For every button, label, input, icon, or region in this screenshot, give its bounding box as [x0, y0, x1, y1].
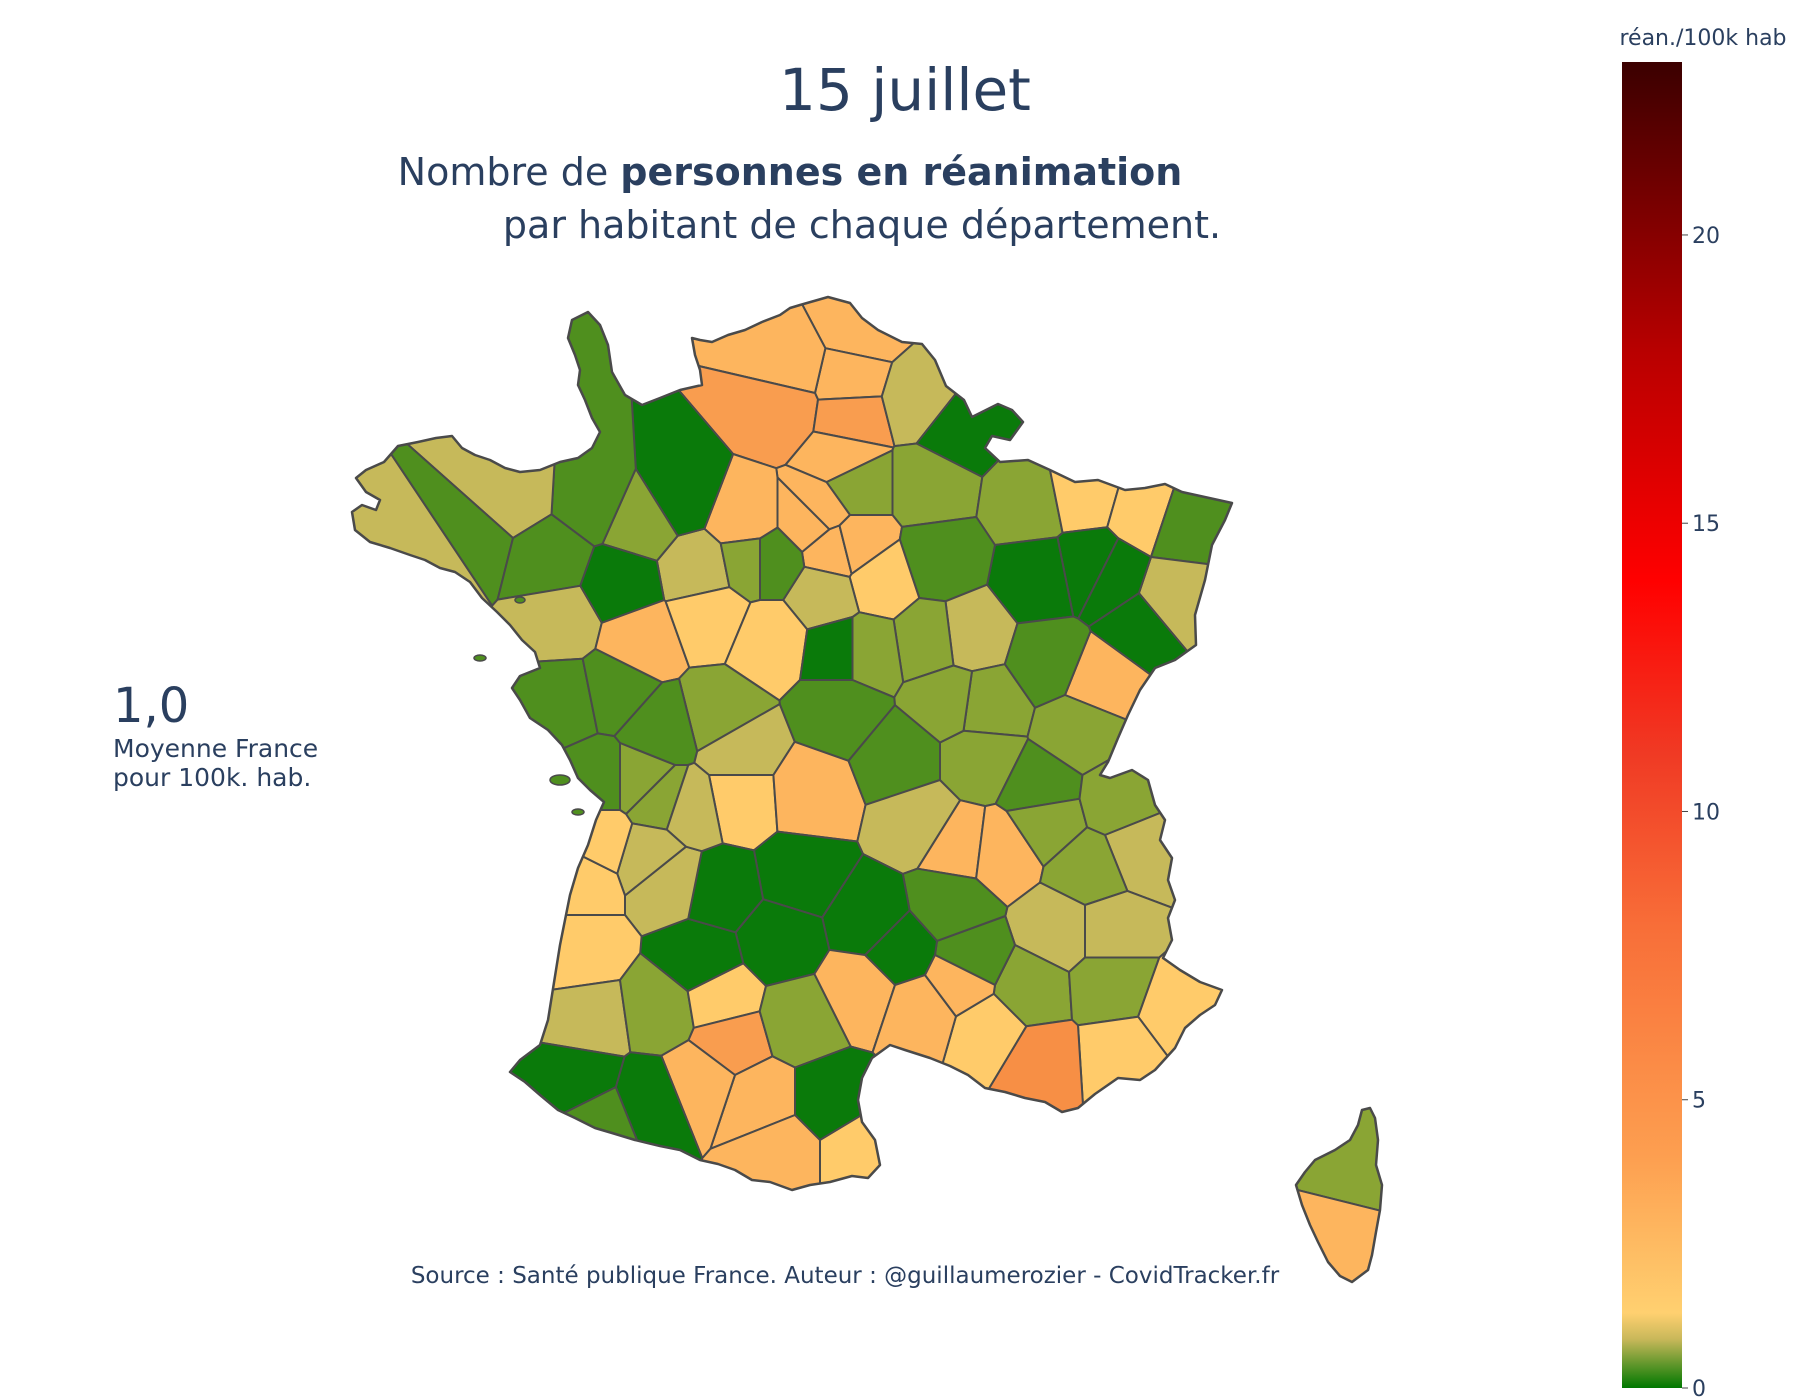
colorbar-gradient: [1622, 62, 1682, 1388]
colorbar-tick-label: 10: [1692, 800, 1720, 825]
department-region[interactable]: [489, 809, 634, 875]
department-region[interactable]: [581, 647, 664, 738]
department-region[interactable]: [1137, 788, 1800, 1400]
national-average-label-line2: pour 100k. hab.: [113, 763, 311, 792]
national-average-value: 1,0: [113, 678, 189, 734]
colorbar-ticks: 0 5 10 15 20: [1682, 224, 1720, 1400]
department-region[interactable]: [1084, 889, 1204, 959]
colorbar-tick-label: 0: [1692, 1377, 1706, 1400]
department-region[interactable]: [1104, 744, 1712, 921]
department-region[interactable]: [924, 954, 996, 1018]
department-region[interactable]: [374, 979, 632, 1058]
subtitle-line1: Nombre de personnes en réanimation: [398, 150, 1183, 194]
island-shape: [571, 808, 585, 816]
department-region[interactable]: [665, 761, 724, 853]
subtitle-normal: Nombre de: [398, 150, 621, 194]
colorbar-tick-label: 15: [1692, 512, 1720, 537]
department-region[interactable]: [1038, 15, 1254, 534]
department-region[interactable]: [442, 732, 621, 811]
national-average-label-line1: Moyenne France: [113, 734, 318, 763]
mainland-departments-outline: [350, 295, 1234, 1192]
department-region[interactable]: [1150, 0, 1800, 640]
department-region[interactable]: [1137, 556, 1800, 793]
department-region[interactable]: [893, 664, 973, 744]
department-region[interactable]: [64, 799, 626, 916]
colorbar-title: réan./100k hab: [1619, 26, 1786, 51]
subtitle-bold: personnes en réanimation: [620, 150, 1182, 194]
source-credit: Source : Santé publique France. Auteur :…: [411, 1263, 1280, 1289]
department-region[interactable]: [0, 866, 1800, 1400]
subtitle-line2: par habitant de chaque département.: [503, 203, 1221, 247]
corsica-departments-outline: [1294, 1106, 1384, 1284]
date-title: 15 juillet: [779, 56, 1031, 124]
department-region[interactable]: [1106, 0, 1337, 558]
department-region[interactable]: [0, 914, 643, 1016]
island-shape: [473, 654, 487, 662]
department-region[interactable]: [0, 1086, 675, 1400]
department-region[interactable]: [0, 1014, 626, 1395]
colorbar: réan./100k hab 0 5 10 15 20: [1619, 26, 1786, 1400]
island-shape: [549, 774, 571, 786]
colorbar-tick-label: 5: [1692, 1089, 1706, 1114]
department-region[interactable]: [451, 0, 827, 394]
department-region[interactable]: [819, 1086, 1099, 1400]
department-region[interactable]: [915, 84, 1205, 478]
department-region[interactable]: [644, 1114, 821, 1400]
colorbar-tick-label: 20: [1692, 224, 1720, 249]
island-shape: [514, 596, 526, 604]
